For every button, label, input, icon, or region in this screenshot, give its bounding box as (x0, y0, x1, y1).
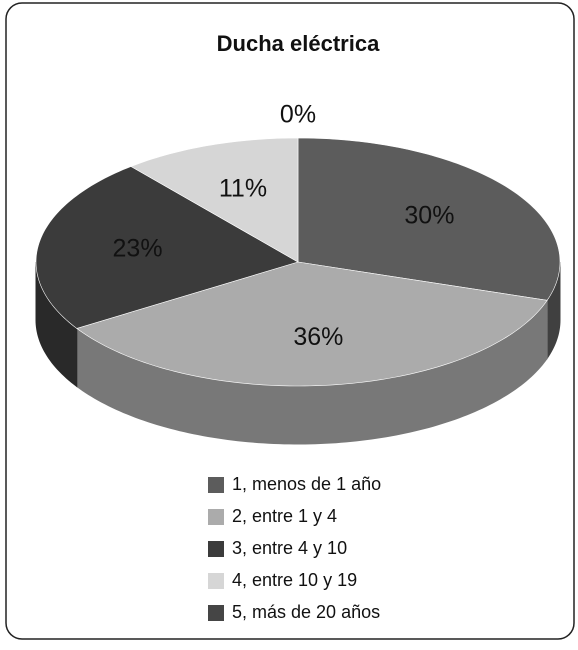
data-label: 36% (293, 323, 343, 351)
slice (76, 261, 548, 387)
chart-title: Ducha eléctrica (217, 31, 380, 56)
slice (297, 137, 561, 301)
slice (130, 137, 299, 263)
data-label: 23% (113, 235, 163, 263)
slice (35, 166, 299, 329)
data-label: 0% (280, 100, 316, 128)
legend-swatch (208, 605, 224, 621)
legend-label: 5, más de 20 años (232, 602, 380, 622)
legend-label: 3, entre 4 y 10 (232, 538, 347, 558)
legend-swatch (208, 573, 224, 589)
legend-label: 2, entre 1 y 4 (232, 506, 337, 526)
legend-label: 4, entre 10 y 19 (232, 570, 357, 590)
data-label: 11% (219, 174, 267, 202)
data-label: 30% (404, 201, 454, 229)
legend-swatch (208, 477, 224, 493)
legend-swatch (208, 541, 224, 557)
legend-swatch (208, 509, 224, 525)
legend-label: 1, menos de 1 año (232, 474, 381, 494)
